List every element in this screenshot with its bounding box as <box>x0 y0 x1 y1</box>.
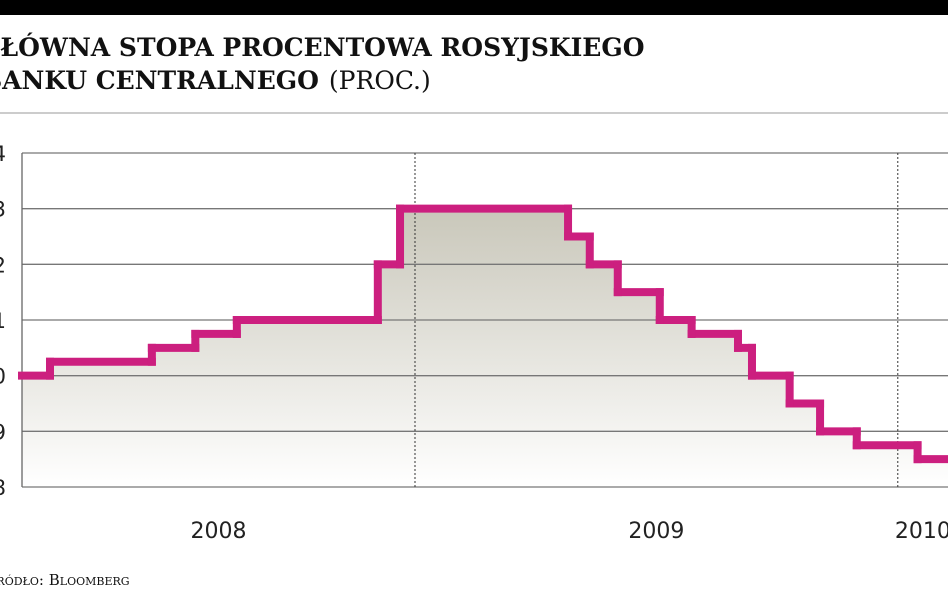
y-tick-label: 14 <box>0 142 6 166</box>
y-tick-label: 10 <box>0 365 6 389</box>
x-tick-label: 2008 <box>190 519 246 544</box>
unit: (PROC.) <box>329 66 431 95</box>
chart-title: BANKU CENTRALNEGO (PROC.) <box>0 66 431 95</box>
y-tick-label: 12 <box>0 253 6 277</box>
top-bar <box>0 0 948 15</box>
y-tick-label: 11 <box>0 309 6 333</box>
y-tick-label: 13 <box>0 198 6 222</box>
chart-title: BANKU CENTRALNEGO <box>0 66 319 95</box>
source: Źródło: Bloomberg <box>0 571 130 589</box>
area-fill <box>22 208 948 487</box>
y-tick-label: 8 <box>0 476 6 500</box>
chart-title: GŁÓWNA STOPA PROCENTOWA ROSYJSKIEGO <box>0 33 644 62</box>
x-tick-label: 2009 <box>628 519 684 544</box>
x-tick-label: 2010 <box>895 519 948 544</box>
y-tick-label: 9 <box>0 420 6 444</box>
